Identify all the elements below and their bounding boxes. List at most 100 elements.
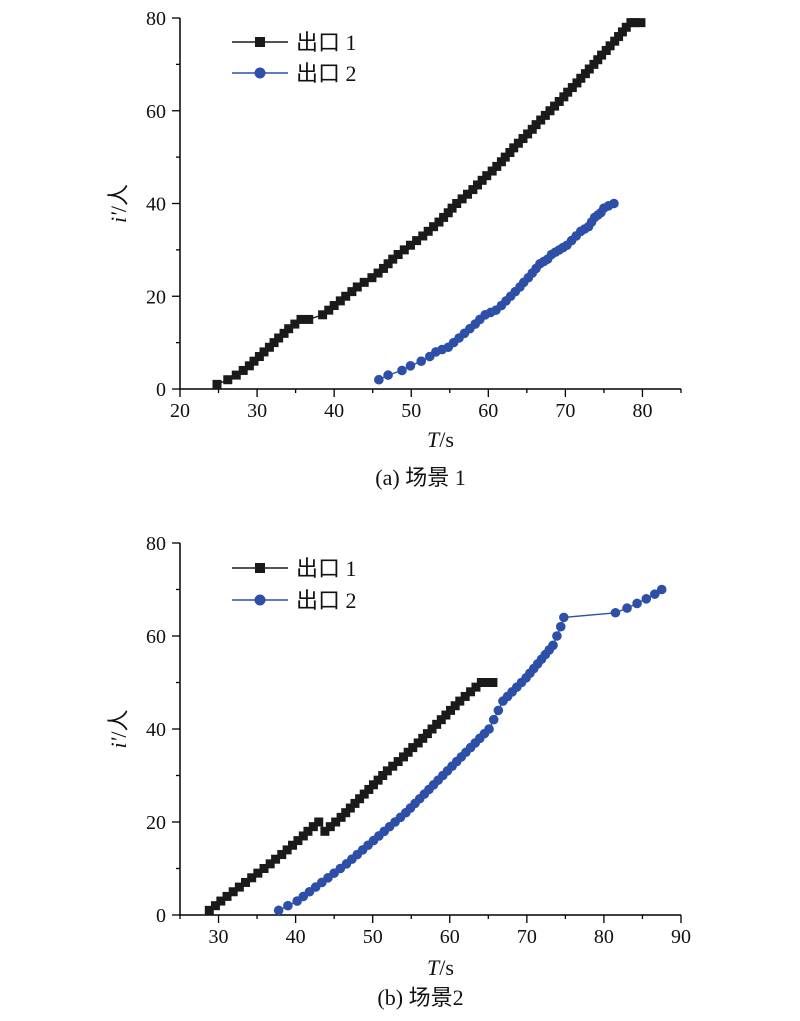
data-point bbox=[477, 175, 487, 185]
data-point bbox=[432, 719, 442, 729]
data-point bbox=[548, 640, 558, 651]
data-point bbox=[368, 780, 378, 790]
x-tick-label: 90 bbox=[671, 926, 691, 948]
data-point bbox=[527, 124, 537, 134]
legend-marker bbox=[254, 67, 266, 79]
data-point bbox=[408, 743, 418, 753]
data-point bbox=[373, 775, 383, 785]
data-point bbox=[273, 905, 284, 916]
data-point bbox=[234, 882, 244, 892]
data-point bbox=[513, 138, 523, 148]
data-point bbox=[509, 143, 519, 153]
data-point bbox=[576, 73, 586, 83]
data-point bbox=[373, 268, 383, 278]
data-point bbox=[563, 87, 573, 97]
data-point bbox=[216, 896, 226, 906]
data-point bbox=[555, 621, 566, 632]
data-point bbox=[405, 361, 416, 371]
data-point bbox=[212, 379, 222, 389]
data-point bbox=[550, 101, 560, 111]
data-point bbox=[335, 296, 345, 306]
data-point bbox=[271, 854, 281, 864]
data-point bbox=[210, 901, 220, 911]
data-point bbox=[622, 603, 632, 613]
data-point bbox=[462, 189, 472, 199]
data-point bbox=[378, 771, 388, 780]
chart-scene-2: 30 40 50 60 70 80 90 0 20 40 60 80 T/s i'/人 (b) 场景2 出口 … bbox=[106, 533, 691, 1010]
data-point bbox=[293, 836, 303, 846]
data-point bbox=[416, 356, 427, 366]
data-point bbox=[393, 757, 403, 767]
data-point bbox=[636, 18, 646, 28]
data-point bbox=[649, 589, 660, 599]
data-point bbox=[614, 32, 624, 42]
data-point bbox=[439, 212, 449, 222]
legend-label: 出口 2 bbox=[296, 61, 357, 86]
data-point bbox=[473, 180, 483, 190]
data-point bbox=[483, 678, 493, 687]
legend-entry-1: 出口 1 bbox=[232, 30, 357, 55]
data-point bbox=[393, 250, 403, 260]
y-tick-label: 20 bbox=[146, 286, 166, 308]
y-tick-label: 80 bbox=[146, 533, 166, 555]
data-point bbox=[388, 761, 398, 771]
data-point bbox=[241, 877, 251, 887]
data-point bbox=[283, 900, 293, 911]
data-point bbox=[493, 705, 504, 716]
chart-caption: (b) 场景2 bbox=[377, 985, 463, 1010]
data-point bbox=[434, 217, 444, 227]
data-point bbox=[345, 803, 355, 813]
data-point bbox=[450, 701, 460, 711]
x-tick-label: 80 bbox=[632, 400, 652, 422]
data-point bbox=[284, 324, 294, 334]
data-point bbox=[610, 36, 620, 46]
legend-entry-2: 出口 2 bbox=[232, 588, 357, 613]
data-point bbox=[298, 831, 308, 841]
data-point bbox=[536, 115, 546, 125]
data-point bbox=[500, 152, 510, 162]
data-point bbox=[231, 370, 241, 380]
data-point bbox=[259, 347, 269, 357]
x-tick-label: 40 bbox=[324, 400, 344, 422]
data-point bbox=[282, 845, 292, 855]
data-point bbox=[374, 374, 384, 385]
data-point bbox=[296, 314, 306, 324]
chart-caption: (a) 场景 1 bbox=[375, 465, 465, 490]
y-tick-label: 20 bbox=[146, 812, 166, 834]
data-point bbox=[436, 715, 446, 725]
data-point bbox=[347, 287, 357, 297]
data-point bbox=[559, 612, 569, 623]
data-point bbox=[593, 55, 603, 65]
data-point bbox=[259, 864, 269, 873]
data-point bbox=[617, 27, 627, 37]
legend-entry-1: 出口 1 bbox=[232, 556, 357, 581]
x-axis-label: T/s bbox=[427, 427, 454, 452]
x-tick-label: 80 bbox=[594, 926, 614, 948]
data-point bbox=[605, 41, 615, 51]
data-point bbox=[580, 69, 590, 79]
data-point bbox=[303, 826, 313, 836]
data-point bbox=[429, 222, 439, 232]
data-point bbox=[455, 696, 465, 706]
data-point bbox=[441, 710, 451, 720]
y-axis-label: i'/人 bbox=[106, 710, 131, 749]
data-point bbox=[290, 319, 300, 329]
x-axis-label: T/s bbox=[427, 955, 454, 980]
data-point bbox=[341, 291, 351, 301]
data-point bbox=[412, 236, 422, 246]
data-point bbox=[413, 738, 423, 748]
x-tick-label: 20 bbox=[170, 400, 190, 422]
data-point bbox=[466, 687, 476, 697]
data-point bbox=[399, 245, 409, 255]
legend-marker bbox=[254, 594, 266, 606]
y-tick-label: 60 bbox=[146, 626, 166, 648]
data-point bbox=[471, 682, 481, 692]
data-point bbox=[423, 226, 433, 236]
series-1 bbox=[212, 18, 646, 389]
data-point bbox=[422, 729, 432, 739]
data-point bbox=[359, 277, 369, 287]
data-point bbox=[383, 259, 393, 269]
data-point bbox=[279, 328, 289, 338]
x-tick-label: 70 bbox=[555, 400, 575, 422]
data-point bbox=[554, 96, 564, 106]
